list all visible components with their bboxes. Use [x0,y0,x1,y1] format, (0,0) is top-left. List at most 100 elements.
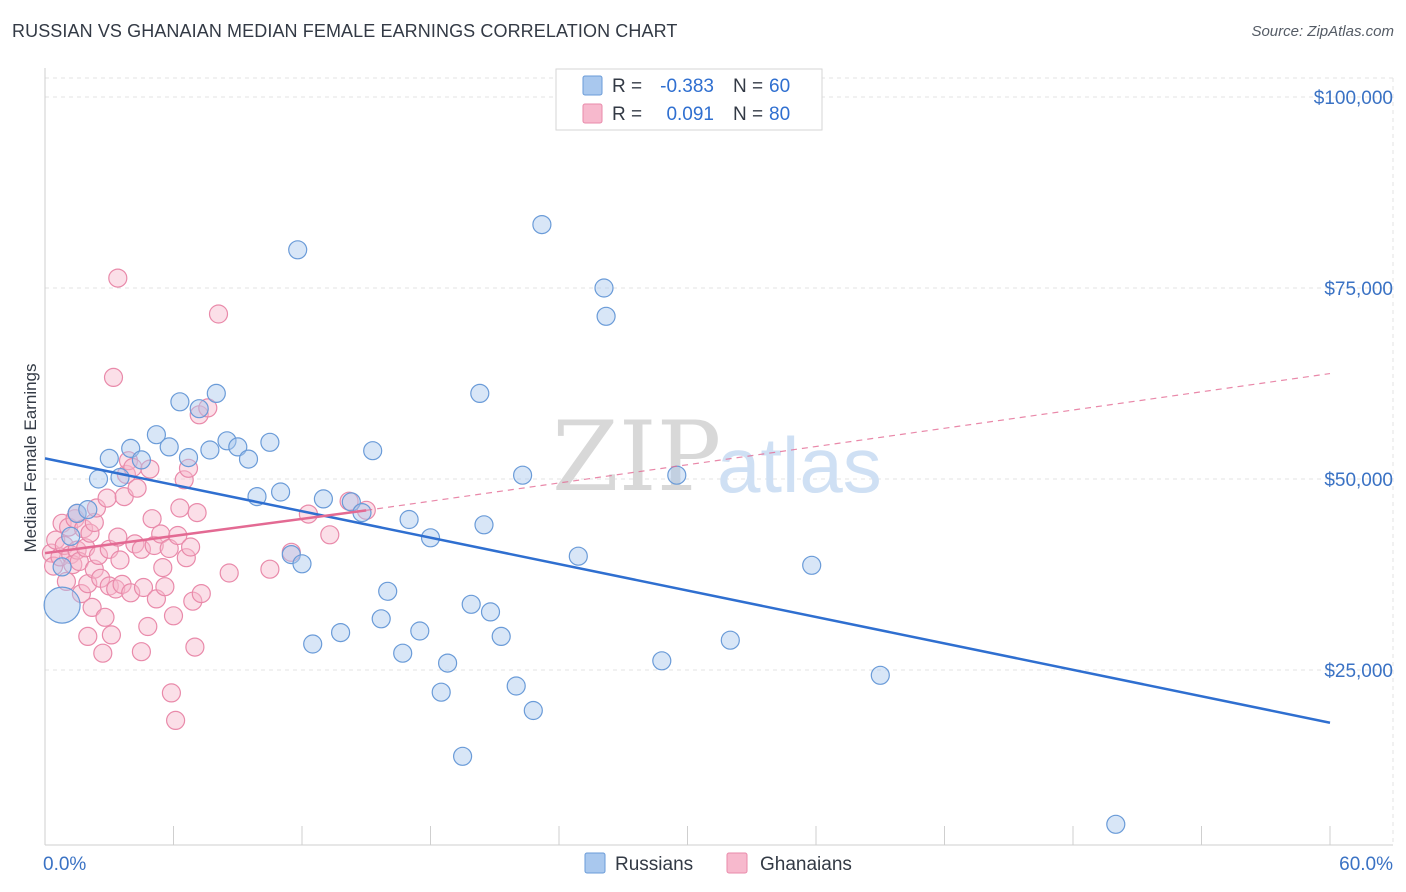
point-russians-2 [61,526,81,546]
bottom-legend-swatch-russians [584,852,606,874]
point-russians-17 [217,431,237,451]
point-russians-33 [378,581,398,601]
point-russians-6 [99,448,119,468]
point-ghanaians-34 [108,268,128,288]
point-russians-47 [512,465,533,485]
legend-r-label-ghanaians: R = [612,104,642,125]
point-russians-54 [667,465,687,485]
y-tick-label-0: $25,000 [1324,661,1393,682]
point-ghanaians-57 [161,683,181,703]
point-ghanaians-6 [56,571,77,592]
trend-line-russians [44,457,1331,724]
point-russians-36 [410,621,430,641]
point-ghanaians-54 [153,557,173,578]
x-tick-labels: 0.0% 60.0% [43,854,1393,875]
point-russians-15 [200,440,220,460]
point-russians-45 [491,626,511,647]
point-ghanaians-59 [166,710,186,731]
bottom-legend-swatch-ghanaians [726,852,748,874]
point-russians-46 [506,676,526,696]
point-russians-10 [146,425,166,445]
point-russians-7 [110,467,130,488]
point-russians-49 [532,215,552,235]
point-russians-5 [88,469,109,489]
point-russians-18 [228,437,248,457]
bottom-legend-label-russians: Russians [615,854,693,875]
legend-r-label-russians: R = [612,76,642,97]
legend-box: R = -0.383 N = 60 R = 0.091 N = 80 [555,68,823,131]
point-ghanaians-70 [191,583,211,604]
y-tick-labels: $25,000 $50,000 $75,000 $100,000 [1314,88,1393,682]
y-tick-label-1: $50,000 [1324,470,1393,491]
chart-title: RUSSIAN VS GHANAIAN MEDIAN FEMALE EARNIN… [12,21,678,41]
point-russians-0 [43,586,81,624]
watermark-atlas: atlas [717,421,882,509]
trend-lines [44,372,1331,724]
point-russians-42 [470,383,490,403]
point-ghanaians-55 [155,577,175,597]
legend-n-label-ghanaians: N = [733,104,763,125]
legend-swatch-russians [582,75,603,96]
point-russians-48 [523,700,543,721]
point-ghanaians-31 [101,625,122,645]
point-ghanaians-65 [181,537,201,557]
point-ghanaians-62 [174,470,194,490]
trend-line-ghanaians-extension [366,372,1331,511]
point-russians-32 [371,609,391,629]
point-russians-9 [131,450,151,470]
point-russians-11 [159,437,179,457]
point-russians-53 [652,651,672,671]
point-russians-3 [67,503,87,524]
point-ghanaians-68 [187,502,207,523]
legend-swatch-ghanaians [582,103,603,124]
y-axis-label: Median Female Earnings [21,364,40,553]
point-ghanaians-26 [93,643,113,663]
point-ghanaians-50 [142,509,162,529]
point-russians-26 [303,634,323,654]
point-russians-21 [260,432,280,452]
point-russians-44 [480,602,501,622]
point-ghanaians-73 [219,563,239,583]
legend-n-value-russians: 60 [769,76,790,97]
point-ghanaians-72 [208,304,229,324]
point-russians-12 [170,392,190,412]
point-russians-50 [568,546,588,566]
point-ghanaians-44 [127,478,147,498]
point-russians-52 [596,306,616,326]
chart-source: Source: ZipAtlas.com [1251,23,1394,40]
point-ghanaians-19 [80,523,100,543]
point-russians-34 [393,643,413,663]
point-russians-19 [238,449,259,469]
point-russians-22 [271,482,291,502]
y-tick-label-2: $75,000 [1324,279,1393,300]
point-ghanaians-41 [121,583,141,603]
point-russians-1 [52,557,72,577]
point-russians-40 [453,746,473,766]
point-ghanaians-61 [170,498,190,518]
data-points [41,215,1126,834]
legend-n-value-ghanaians: 80 [769,104,790,125]
point-russians-58 [1106,814,1126,834]
bottom-legend-label-ghanaians: Ghanaians [760,854,852,875]
point-ghanaians-51 [144,535,164,556]
point-ghanaians-77 [320,525,340,545]
bottom-legend: Russians Ghanaians [584,852,852,875]
point-russians-16 [206,383,226,403]
point-ghanaians-17 [78,626,98,647]
point-russians-38 [431,682,451,702]
point-ghanaians-47 [133,577,154,598]
legend-r-value-ghanaians: 0.091 [666,104,714,125]
x-tick-label-1: 60.0% [1339,854,1393,875]
point-ghanaians-28 [97,488,117,508]
point-russians-25 [292,554,312,574]
point-ghanaians-48 [138,616,158,637]
point-ghanaians-67 [185,637,205,657]
watermark: ZIP atlas [552,401,882,513]
legend-n-label-russians: N = [733,76,763,97]
point-ghanaians-20 [82,597,102,618]
point-russians-39 [438,653,458,673]
point-russians-57 [870,665,890,685]
point-russians-13 [178,448,199,468]
point-russians-56 [802,555,822,575]
point-ghanaians-32 [103,367,124,387]
